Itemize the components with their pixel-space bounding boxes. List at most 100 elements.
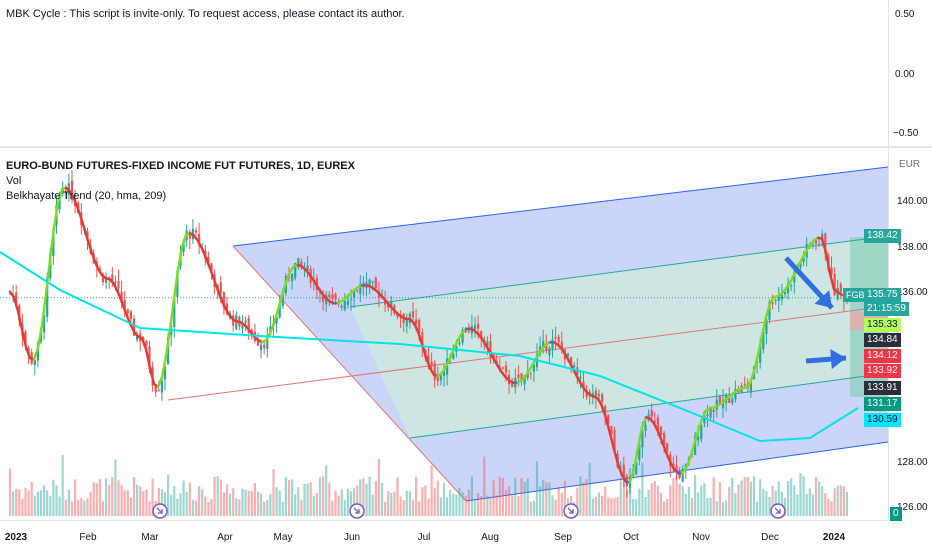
volume-bar	[648, 490, 650, 516]
volume-bar	[607, 497, 609, 516]
main-price-pane[interactable]	[0, 148, 888, 520]
volume-bar	[589, 463, 591, 516]
time-label-feb: Feb	[79, 532, 96, 543]
volume-bar	[139, 486, 141, 516]
volume-bar	[313, 496, 315, 516]
time-axis[interactable]	[0, 520, 888, 551]
volume-bar	[102, 501, 104, 516]
volume-bar	[403, 500, 405, 516]
candle-body	[434, 363, 436, 379]
volume-bar	[62, 455, 64, 516]
volume-bar	[787, 481, 789, 516]
volume-bar	[449, 490, 451, 516]
volume-bar	[83, 500, 85, 516]
volume-bar	[381, 483, 383, 516]
volume-bar	[635, 499, 637, 516]
volume-bar	[815, 477, 817, 516]
volume-bar	[24, 488, 26, 516]
volume-bar	[703, 483, 705, 516]
volume-bar	[499, 477, 501, 516]
volume-bar	[93, 482, 95, 516]
volume-bar	[74, 479, 76, 516]
volume-bar	[753, 476, 755, 516]
volume-bar	[133, 477, 135, 516]
volume-bar	[229, 494, 231, 517]
volume-bar	[561, 493, 563, 517]
volume-bar	[400, 496, 402, 516]
volume-bar	[623, 477, 625, 516]
candle-body	[840, 284, 842, 292]
volume-bar	[173, 486, 175, 516]
volume-bar	[409, 491, 411, 516]
volume-bar	[288, 480, 290, 516]
time-label-aug: Aug	[481, 532, 499, 543]
price-axis-label-126: 126.00	[897, 502, 928, 513]
volume-bar	[431, 465, 433, 516]
volume-bar	[685, 494, 687, 516]
volume-bar	[232, 488, 234, 516]
volume-bar	[530, 502, 532, 516]
volume-bar	[756, 502, 758, 516]
volume-bar	[269, 494, 271, 516]
volume-bar	[762, 489, 764, 516]
volume-bar	[737, 485, 739, 516]
volume-bar	[238, 499, 240, 516]
volume-bar	[68, 490, 70, 516]
volume-bar	[412, 500, 414, 517]
price-axis-label-140: 140.00	[897, 196, 928, 207]
volume-bar	[316, 493, 318, 516]
volume-bar	[644, 497, 646, 516]
price-tag-131-17: 131.17	[864, 397, 901, 411]
volume-bar	[31, 482, 33, 516]
volume-bar	[716, 501, 718, 516]
volume-bar	[713, 477, 715, 516]
price-chart-canvas[interactable]	[0, 148, 888, 520]
volume-bar	[555, 500, 557, 516]
volume-bar	[610, 498, 612, 516]
volume-bar	[297, 487, 299, 516]
volume-bar	[291, 479, 293, 516]
candle-body	[263, 345, 265, 348]
volume-bar	[551, 495, 553, 516]
candle-body	[114, 282, 116, 283]
volume-bar	[462, 492, 464, 516]
volume-bar	[830, 501, 832, 516]
volume-bar	[489, 497, 491, 516]
volume-bar	[334, 491, 336, 517]
candle-body	[706, 415, 708, 416]
volume-bar	[806, 494, 808, 516]
candle-body	[558, 337, 560, 343]
volume-bar	[719, 482, 721, 516]
candle-body	[350, 299, 352, 300]
candle-body	[155, 386, 157, 392]
volume-bar	[486, 496, 488, 517]
volume-bar	[592, 499, 594, 517]
volume-bar	[480, 496, 482, 516]
volume-bar	[694, 475, 696, 516]
candle-body	[257, 342, 259, 346]
time-label-jun: Jun	[344, 532, 360, 543]
volume-bar	[331, 501, 333, 516]
volume-bar	[40, 490, 42, 516]
last-price-tag: 135.75	[864, 288, 901, 302]
candle-body	[449, 363, 451, 364]
volume-bar	[207, 502, 209, 516]
volume-bar	[846, 492, 848, 516]
volume-bar	[638, 489, 640, 516]
volume-bar	[195, 501, 197, 516]
volume-bar	[468, 490, 470, 516]
volume-bar	[452, 494, 454, 516]
volume-bar	[65, 500, 67, 516]
candle-body	[220, 282, 222, 293]
price-axis-label-136: 136.00	[897, 287, 928, 298]
volume-bar	[663, 502, 665, 516]
volume-bar	[108, 485, 110, 516]
candle-body	[127, 309, 129, 313]
volume-bar	[818, 482, 820, 516]
volume-bar	[477, 493, 479, 516]
price-tag-134-84: 134.84	[864, 333, 901, 347]
volume-bar	[384, 502, 386, 516]
volume-bar	[148, 501, 150, 516]
volume-bar	[114, 460, 116, 517]
